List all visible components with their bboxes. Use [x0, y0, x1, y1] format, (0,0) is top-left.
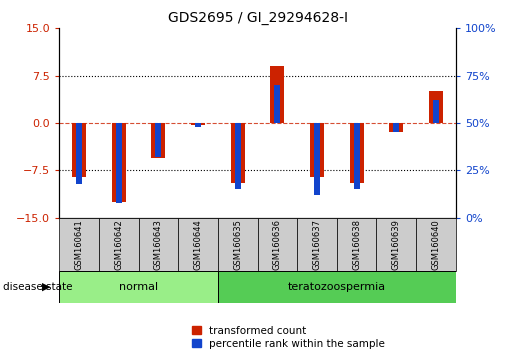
Text: ▶: ▶	[42, 282, 50, 292]
Bar	[59, 271, 218, 303]
Text: GSM160643: GSM160643	[154, 219, 163, 270]
Bar	[191, 123, 205, 125]
Text: GSM160637: GSM160637	[313, 219, 321, 270]
Bar	[139, 218, 178, 271]
Bar	[433, 100, 439, 123]
Bar	[350, 123, 364, 183]
Bar	[156, 123, 161, 157]
Legend: transformed count, percentile rank within the sample: transformed count, percentile rank withi…	[192, 326, 385, 349]
Text: GSM160644: GSM160644	[194, 219, 202, 270]
Text: normal: normal	[119, 282, 158, 292]
Bar	[151, 123, 165, 158]
Bar	[99, 218, 139, 271]
Bar	[235, 123, 241, 189]
Bar	[59, 218, 99, 271]
Bar	[354, 123, 359, 189]
Text: teratozoospermia: teratozoospermia	[288, 282, 386, 292]
Bar	[389, 123, 403, 132]
Bar	[195, 123, 201, 127]
Bar	[314, 123, 320, 195]
Bar	[393, 123, 399, 132]
Text: GSM160640: GSM160640	[432, 219, 440, 270]
Bar	[72, 123, 86, 177]
Bar	[429, 91, 443, 123]
Bar	[258, 218, 297, 271]
Bar	[231, 123, 245, 183]
Text: GSM160639: GSM160639	[392, 219, 401, 270]
Title: GDS2695 / GI_29294628-I: GDS2695 / GI_29294628-I	[167, 11, 348, 24]
Bar	[337, 218, 376, 271]
Text: GSM160635: GSM160635	[233, 219, 242, 270]
Bar	[416, 218, 456, 271]
Bar	[218, 218, 258, 271]
Bar	[270, 66, 284, 123]
Bar	[178, 218, 218, 271]
Bar	[310, 123, 324, 177]
Text: GSM160636: GSM160636	[273, 219, 282, 270]
Text: disease state: disease state	[3, 282, 72, 292]
Text: GSM160638: GSM160638	[352, 219, 361, 270]
Bar	[297, 218, 337, 271]
Bar	[274, 85, 280, 123]
Bar	[116, 123, 122, 202]
Bar	[376, 218, 416, 271]
Bar	[112, 123, 126, 202]
Bar	[218, 271, 456, 303]
Bar	[76, 123, 82, 184]
Text: GSM160641: GSM160641	[75, 219, 83, 270]
Text: GSM160642: GSM160642	[114, 219, 123, 270]
